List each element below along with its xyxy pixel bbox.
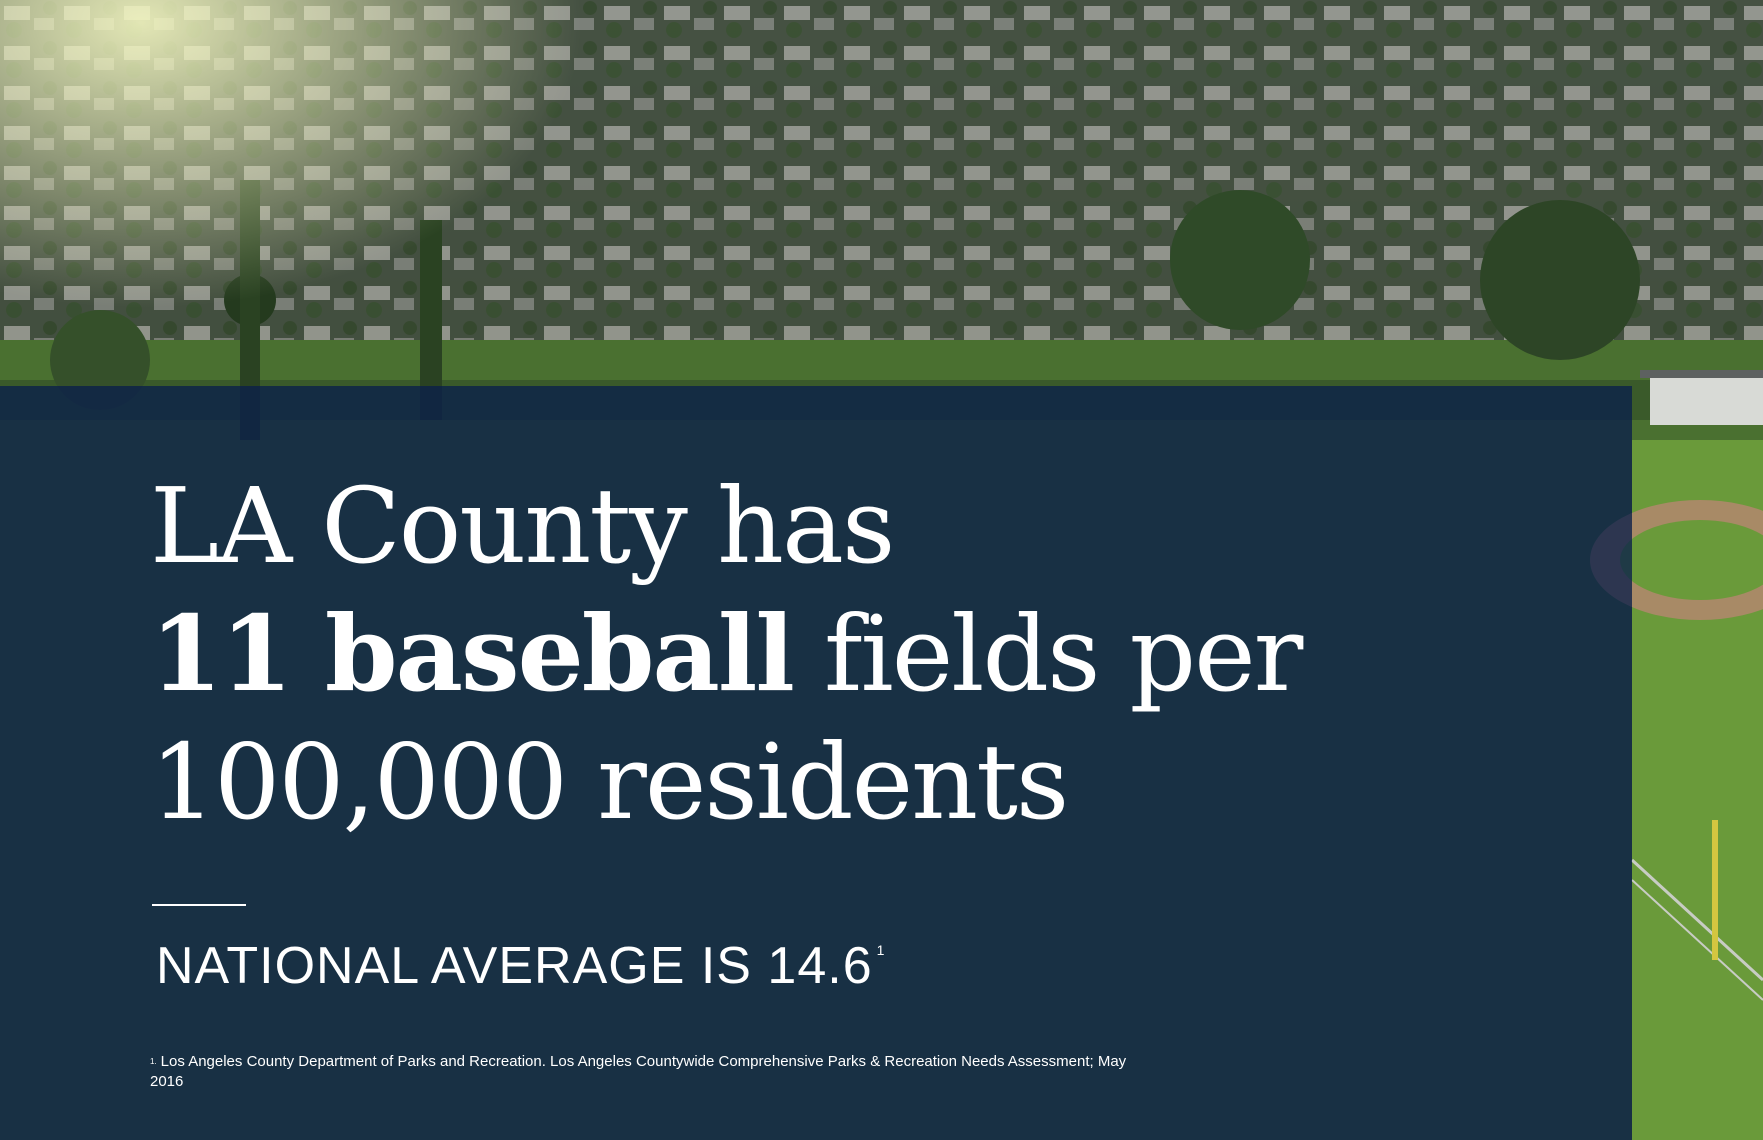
footnote-ref: 1 xyxy=(876,942,886,958)
text-overlay-panel xyxy=(0,386,1632,1140)
divider xyxy=(152,904,246,906)
national-average: NATIONAL AVERAGE IS 14.6 1 xyxy=(156,936,885,996)
headline-line-1: LA County has xyxy=(150,465,895,587)
headline: LA County has 11 baseball fields per 100… xyxy=(150,462,1590,846)
footnote-mark: 1. xyxy=(150,1057,157,1066)
footnote-text: Los Angeles County Department of Parks a… xyxy=(150,1053,1127,1090)
national-average-text: NATIONAL AVERAGE IS 14.6 xyxy=(156,937,873,995)
headline-line-2-rest: fields per xyxy=(792,593,1303,715)
headline-emphasis: 11 baseball xyxy=(150,592,795,715)
footnote: 1. Los Angeles County Department of Parks… xyxy=(150,1052,1150,1092)
headline-line-3: 100,000 residents xyxy=(150,721,1069,843)
headline-line-2: 11 baseball fields per xyxy=(150,590,1590,718)
